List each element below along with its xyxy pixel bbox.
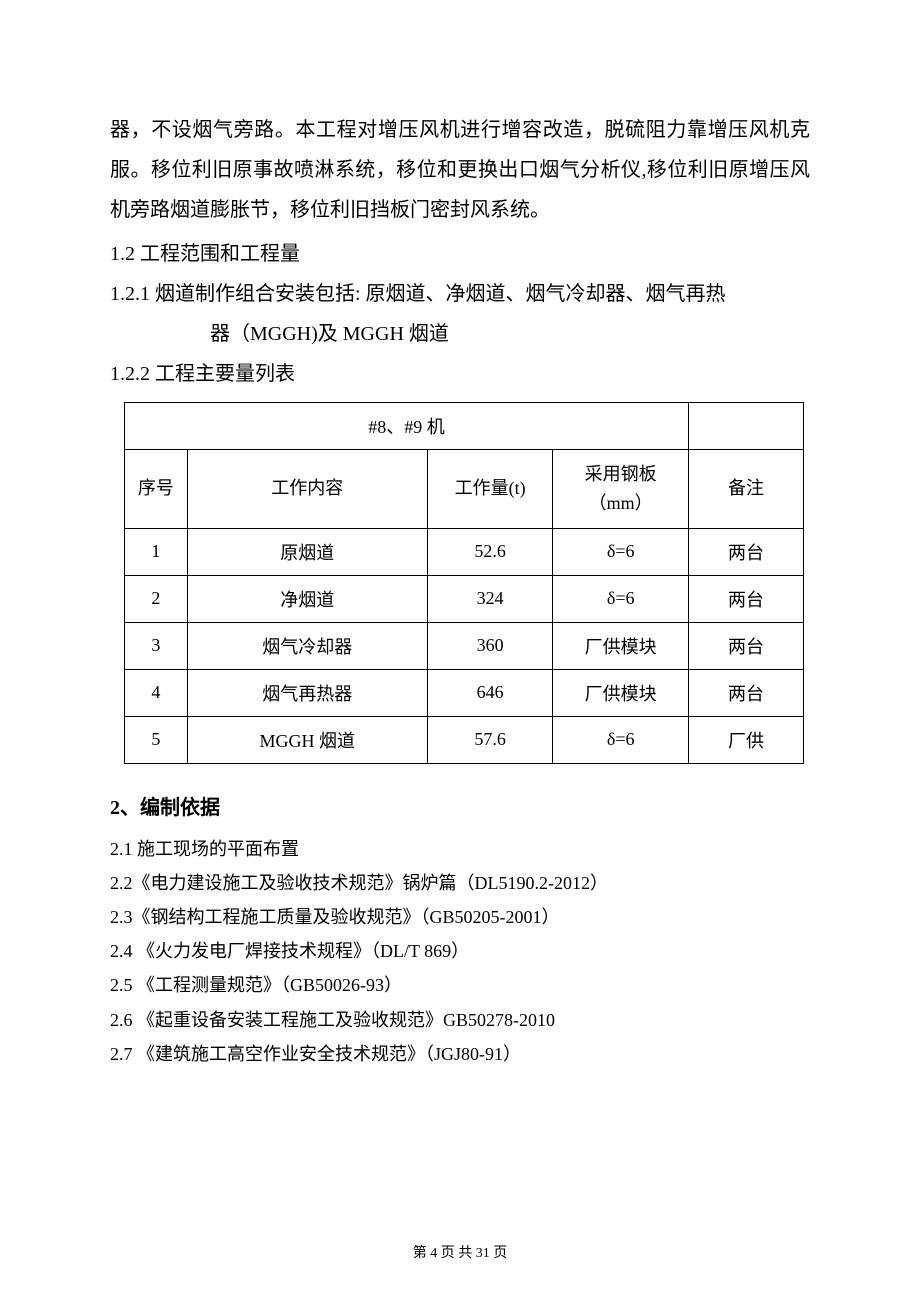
cell-steel: 厂供模块 — [553, 622, 689, 669]
header-steel: 采用钢板（mm） — [553, 450, 689, 529]
section-1-2: 1.2 工程范围和工程量 — [110, 234, 810, 274]
cell-amount: 646 — [427, 669, 552, 716]
cell-note: 两台 — [689, 575, 804, 622]
cell-seq: 5 — [125, 716, 188, 763]
paragraph-continuation: 器，不设烟气旁路。本工程对增压风机进行增容改造，脱硫阻力靠增压风机克服。移位利旧… — [110, 110, 810, 230]
ref-item: 2.6 《起重设备安装工程施工及验收规范》GB50278-2010 — [110, 1003, 810, 1037]
cell-note: 厂供 — [689, 716, 804, 763]
page-footer: 第 4 页 共 31 页 — [0, 1242, 920, 1262]
cell-work: 净烟道 — [187, 575, 427, 622]
table-row: 4 烟气再热器 646 厂供模块 两台 — [125, 669, 804, 716]
cell-steel: 厂供模块 — [553, 669, 689, 716]
cell-seq: 3 — [125, 622, 188, 669]
cell-work: 烟气冷却器 — [187, 622, 427, 669]
cell-seq: 1 — [125, 528, 188, 575]
header-seq: 序号 — [125, 450, 188, 529]
table-row: 3 烟气冷却器 360 厂供模块 两台 — [125, 622, 804, 669]
section-2-heading: 2、编制依据 — [110, 788, 810, 828]
table-title: #8、#9 机 — [125, 403, 689, 450]
cell-steel: δ=6 — [553, 528, 689, 575]
ref-item: 2.5 《工程测量规范》（GB50026-93） — [110, 968, 810, 1002]
cell-note: 两台 — [689, 622, 804, 669]
cell-amount: 52.6 — [427, 528, 552, 575]
header-work: 工作内容 — [187, 450, 427, 529]
section-1-2-1-line1: 1.2.1 烟道制作组合安装包括: 原烟道、净烟道、烟气冷却器、烟气再热 — [110, 274, 810, 314]
cell-note: 两台 — [689, 528, 804, 575]
blank-cell — [689, 403, 804, 450]
cell-amount: 360 — [427, 622, 552, 669]
table-row: 2 净烟道 324 δ=6 两台 — [125, 575, 804, 622]
header-note: 备注 — [689, 450, 804, 529]
cell-work: 烟气再热器 — [187, 669, 427, 716]
ref-item: 2.1 施工现场的平面布置 — [110, 832, 810, 866]
cell-amount: 57.6 — [427, 716, 552, 763]
cell-work: MGGH 烟道 — [187, 716, 427, 763]
cell-work: 原烟道 — [187, 528, 427, 575]
ref-item: 2.7 《建筑施工高空作业安全技术规范》（JGJ80-91） — [110, 1037, 810, 1071]
section-1-2-2: 1.2.2 工程主要量列表 — [110, 354, 810, 394]
ref-item: 2.4 《火力发电厂焊接技术规程》（DL/T 869） — [110, 934, 810, 968]
cell-seq: 2 — [125, 575, 188, 622]
section-1-2-1-line2: 器（MGGH)及 MGGH 烟道 — [110, 314, 810, 354]
cell-note: 两台 — [689, 669, 804, 716]
ref-item: 2.2《电力建设施工及验收技术规范》锅炉篇（DL5190.2-2012） — [110, 866, 810, 900]
ref-item: 2.3《钢结构工程施工质量及验收规范》（GB50205-2001） — [110, 900, 810, 934]
cell-seq: 4 — [125, 669, 188, 716]
table-row: 5 MGGH 烟道 57.6 δ=6 厂供 — [125, 716, 804, 763]
quantity-table-wrap: #8、#9 机 序号 工作内容 工作量(t) 采用钢板（mm） 备注 1 原烟道… — [124, 402, 810, 764]
table-row: 1 原烟道 52.6 δ=6 两台 — [125, 528, 804, 575]
header-amount: 工作量(t) — [427, 450, 552, 529]
cell-steel: δ=6 — [553, 575, 689, 622]
cell-amount: 324 — [427, 575, 552, 622]
quantity-table: #8、#9 机 序号 工作内容 工作量(t) 采用钢板（mm） 备注 1 原烟道… — [124, 402, 804, 764]
cell-steel: δ=6 — [553, 716, 689, 763]
